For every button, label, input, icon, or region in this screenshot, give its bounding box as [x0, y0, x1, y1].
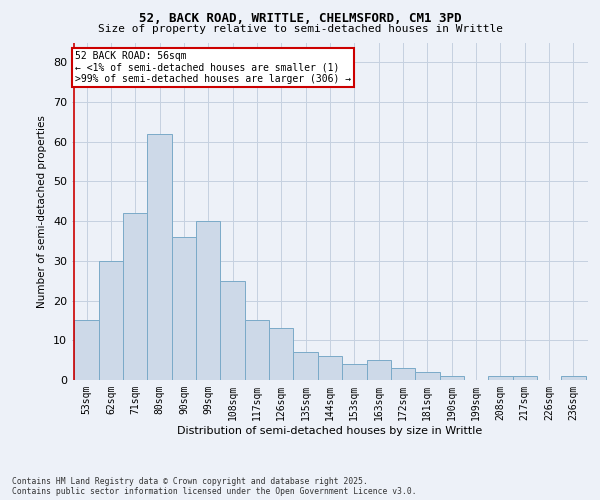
Text: 52, BACK ROAD, WRITTLE, CHELMSFORD, CM1 3PD: 52, BACK ROAD, WRITTLE, CHELMSFORD, CM1 … [139, 12, 461, 26]
Bar [220, 280, 245, 380]
Bar [415, 372, 440, 380]
Bar [512, 376, 537, 380]
Bar [367, 360, 391, 380]
Y-axis label: Number of semi-detached properties: Number of semi-detached properties [37, 115, 47, 308]
Bar [172, 237, 196, 380]
Text: Size of property relative to semi-detached houses in Writtle: Size of property relative to semi-detach… [97, 24, 503, 34]
Text: Contains HM Land Registry data © Crown copyright and database right 2025.
Contai: Contains HM Land Registry data © Crown c… [12, 476, 416, 496]
Bar [245, 320, 269, 380]
Bar [561, 376, 586, 380]
Bar [391, 368, 415, 380]
Bar [342, 364, 367, 380]
Bar [293, 352, 318, 380]
Bar [488, 376, 512, 380]
Bar [318, 356, 342, 380]
Bar [74, 320, 99, 380]
Bar [196, 221, 220, 380]
Text: 52 BACK ROAD: 56sqm
← <1% of semi-detached houses are smaller (1)
>99% of semi-d: 52 BACK ROAD: 56sqm ← <1% of semi-detach… [74, 51, 351, 84]
Bar [269, 328, 293, 380]
Bar [123, 213, 148, 380]
Bar [440, 376, 464, 380]
Bar [99, 261, 123, 380]
X-axis label: Distribution of semi-detached houses by size in Writtle: Distribution of semi-detached houses by … [178, 426, 482, 436]
Bar [148, 134, 172, 380]
